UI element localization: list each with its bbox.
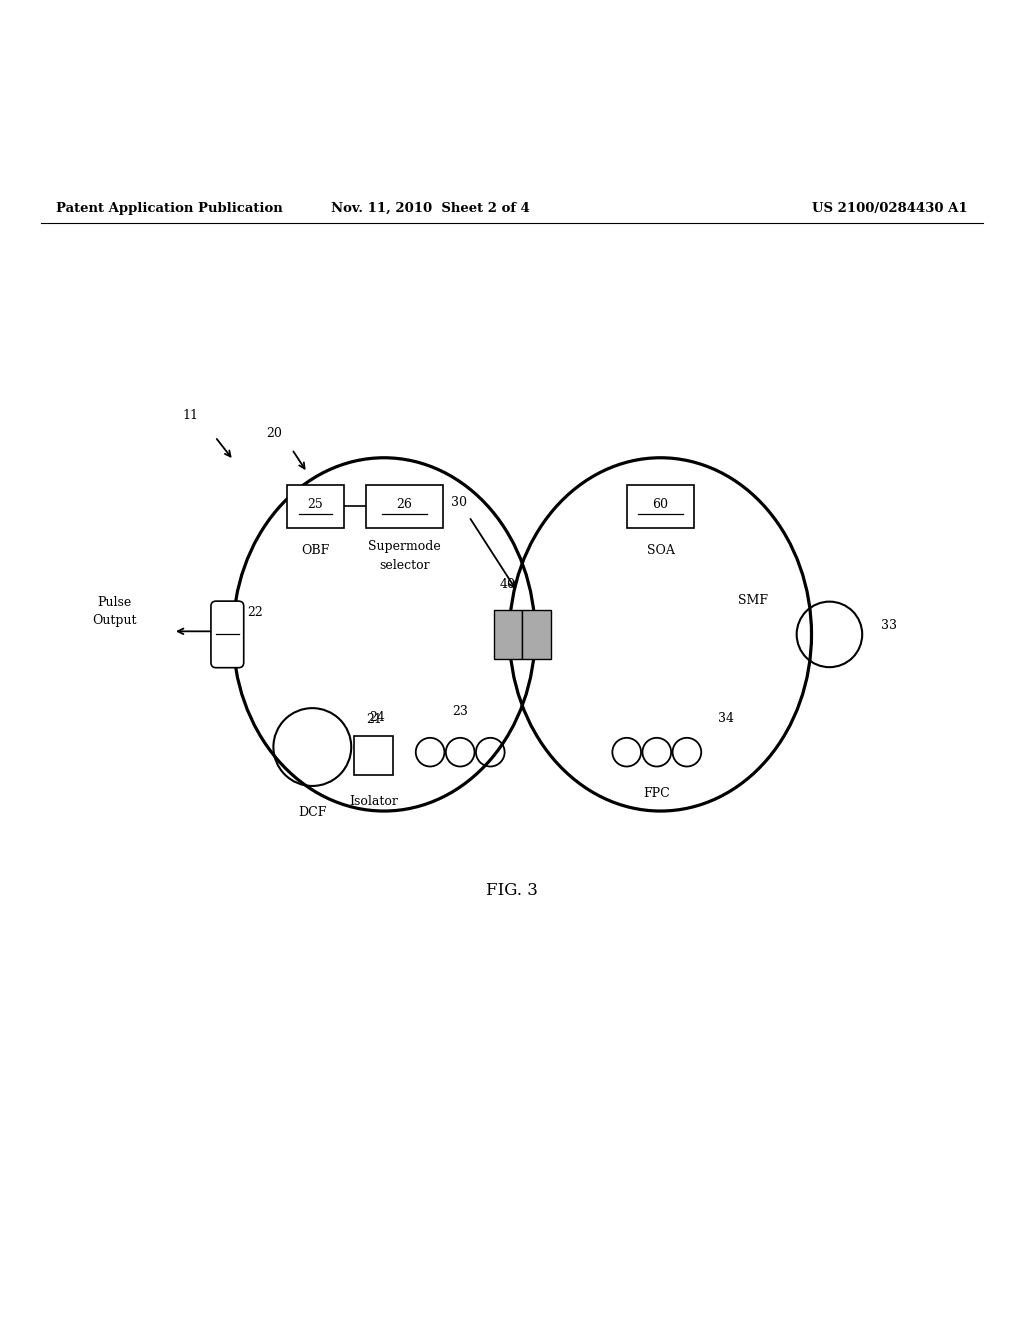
FancyBboxPatch shape bbox=[367, 484, 443, 528]
FancyBboxPatch shape bbox=[287, 484, 343, 528]
Text: US 2100/0284430 A1: US 2100/0284430 A1 bbox=[812, 202, 968, 215]
Text: Output: Output bbox=[92, 614, 137, 627]
Text: 22: 22 bbox=[247, 606, 262, 619]
Text: 24: 24 bbox=[370, 711, 386, 725]
FancyBboxPatch shape bbox=[522, 610, 551, 659]
Text: 40: 40 bbox=[500, 578, 516, 591]
Text: SMF: SMF bbox=[737, 594, 768, 607]
Text: Patent Application Publication: Patent Application Publication bbox=[56, 202, 283, 215]
FancyBboxPatch shape bbox=[627, 484, 694, 528]
Text: 23: 23 bbox=[453, 705, 468, 718]
Text: 30: 30 bbox=[451, 496, 467, 510]
Text: 26: 26 bbox=[396, 498, 413, 511]
Text: OBF: OBF bbox=[301, 544, 330, 557]
FancyBboxPatch shape bbox=[494, 610, 522, 659]
FancyBboxPatch shape bbox=[211, 601, 244, 668]
Text: 11: 11 bbox=[182, 409, 199, 422]
Text: selector: selector bbox=[379, 558, 430, 572]
Text: FPC: FPC bbox=[643, 787, 670, 800]
FancyBboxPatch shape bbox=[354, 735, 393, 775]
Text: Isolator: Isolator bbox=[349, 795, 398, 808]
Text: Nov. 11, 2010  Sheet 2 of 4: Nov. 11, 2010 Sheet 2 of 4 bbox=[331, 202, 529, 215]
Text: 20: 20 bbox=[266, 426, 283, 440]
Text: SOA: SOA bbox=[646, 544, 675, 557]
Text: FIG. 3: FIG. 3 bbox=[486, 882, 538, 899]
Text: 25: 25 bbox=[307, 498, 324, 511]
Text: Supermode: Supermode bbox=[368, 540, 441, 553]
Text: Pulse: Pulse bbox=[97, 595, 132, 609]
Text: 60: 60 bbox=[652, 498, 669, 511]
Text: 34: 34 bbox=[718, 713, 734, 726]
Text: DCF: DCF bbox=[298, 807, 327, 820]
Text: 21: 21 bbox=[366, 714, 382, 726]
Text: 33: 33 bbox=[881, 619, 897, 632]
